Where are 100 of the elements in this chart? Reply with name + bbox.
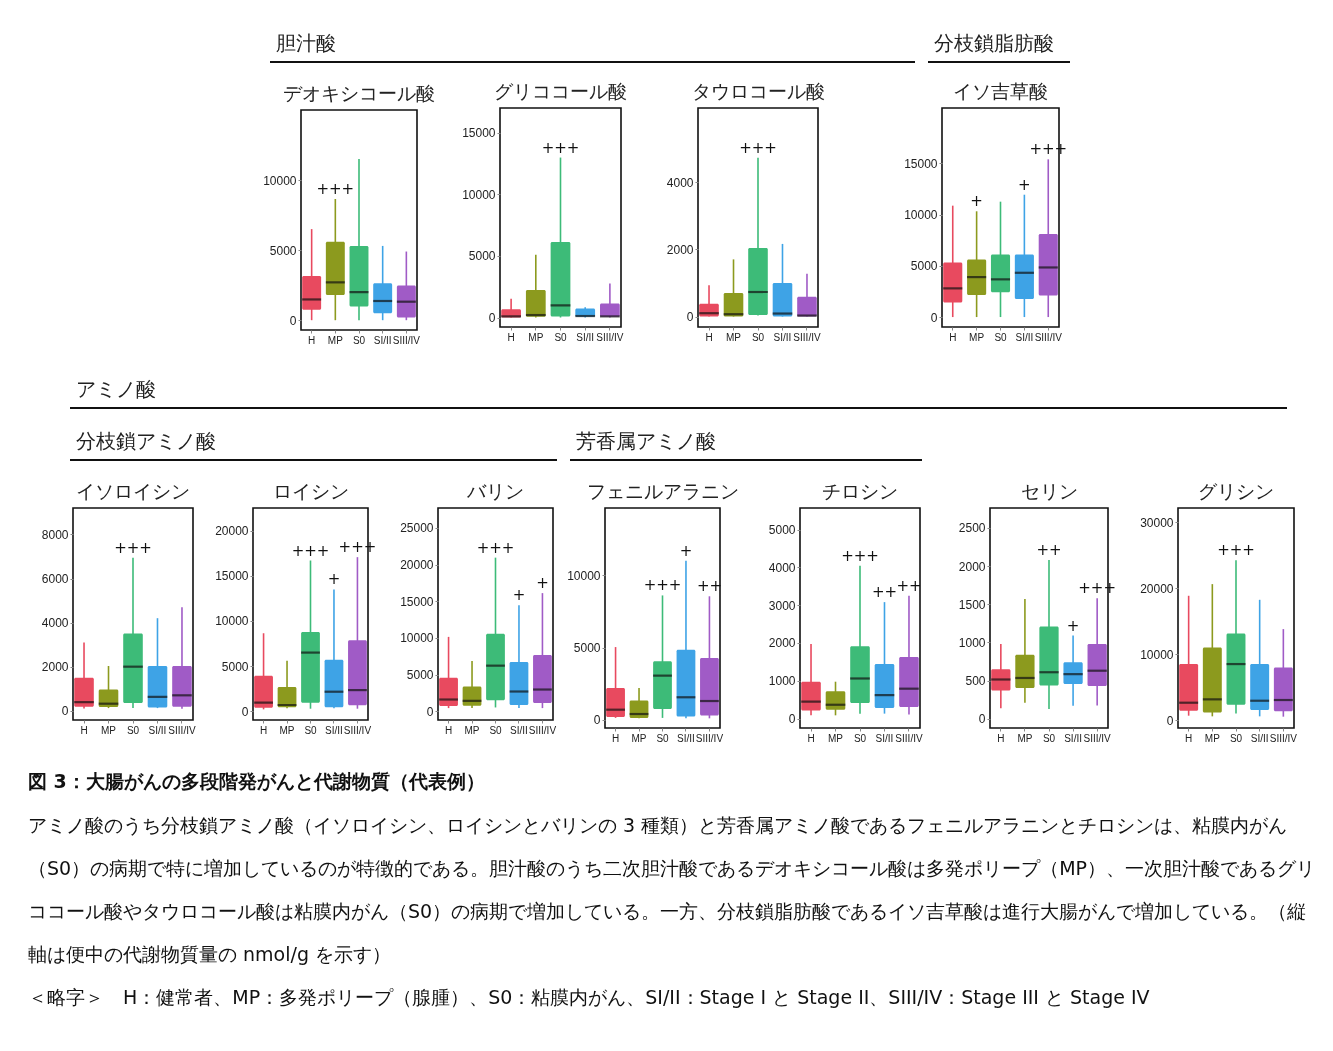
annotation: + <box>679 541 693 560</box>
annotation: +++ <box>114 538 152 557</box>
y-tick-label: 5000 <box>573 641 601 655</box>
y-tick-label: 4000 <box>666 175 694 190</box>
y-tick-label: 10000 <box>215 614 249 629</box>
x-tick-label: SI/II <box>510 724 528 736</box>
y-tick-label: 4000 <box>41 616 69 631</box>
annotation: + <box>1066 616 1080 635</box>
caption: 図 3：大腸がんの多段階発がんと代謝物質（代表例） <box>28 769 486 794</box>
x-tick-label: S0 <box>751 331 765 343</box>
y-tick-label: 1500 <box>958 597 986 612</box>
annotation: +++ <box>291 541 330 560</box>
x-tick-label: H <box>997 732 1005 744</box>
y-tick-label: 15000 <box>904 156 938 171</box>
chart-title: セリン <box>1020 480 1078 502</box>
y-tick-label: 10000 <box>567 568 601 583</box>
y-tick-label: 0 <box>978 712 986 727</box>
x-tick-label: H <box>611 732 620 744</box>
x-tick-label: H <box>1185 732 1193 744</box>
chart-title: グリココール酸 <box>494 80 627 102</box>
annotation: +++ <box>841 546 879 565</box>
x-tick-label: MP <box>1017 732 1033 744</box>
annotation: +++ <box>476 538 515 557</box>
annotation: + <box>512 586 526 605</box>
annotation: + <box>327 570 341 589</box>
y-tick-label: 15000 <box>462 126 496 141</box>
x-tick-label: MP <box>1204 732 1221 744</box>
y-tick-label: 2000 <box>41 660 69 675</box>
x-tick-label: SI/II <box>773 331 792 343</box>
y-tick-label: 2000 <box>666 242 694 257</box>
y-tick-label: 10000 <box>1140 647 1174 662</box>
y-tick-label: 20000 <box>1140 581 1174 596</box>
annotation: +++ <box>643 576 682 595</box>
y-tick-label: 0 <box>241 704 249 719</box>
x-tick-label: SI/II <box>1250 732 1269 744</box>
chart-title: チロシン <box>822 480 898 502</box>
chart-title: フェニルアラニン <box>586 480 739 502</box>
x-tick-label: MP <box>327 334 344 346</box>
chart-title: タウロコール酸 <box>691 80 825 102</box>
y-tick-label: 10000 <box>263 173 297 188</box>
x-tick-label: SIII/IV <box>1083 732 1112 744</box>
x-tick-label: MP <box>828 732 844 744</box>
y-tick-label: 10000 <box>904 208 938 223</box>
x-tick-label: SI/II <box>1015 331 1034 343</box>
x-tick-label: S0 <box>1229 732 1243 744</box>
y-tick-label: 2500 <box>958 521 986 536</box>
y-tick-label: 0 <box>930 310 938 325</box>
y-tick-label: 0 <box>488 311 496 326</box>
annotation: + <box>536 574 549 593</box>
x-tick-label: SIII/IV <box>528 724 557 736</box>
y-tick-label: 5000 <box>910 259 938 274</box>
y-tick-label: 20000 <box>215 524 249 539</box>
x-tick-label: H <box>705 331 713 343</box>
annotation: +++ <box>316 179 355 198</box>
x-tick-label: SI/II <box>373 334 392 346</box>
text: 胆汁酸 <box>270 30 915 63</box>
chart-title: グリシン <box>1198 480 1274 502</box>
x-tick-label: SI/II <box>875 732 894 744</box>
text: アミノ酸のうち分枝鎖アミノ酸（イソロイシン、ロイシンとバリンの 3 種類）と芳香属アミノ酸であるフェニルアラニンとチロシンは、粘膜内がん（S0）の病期で特に増加しているのが特徴的である。胆汁酸のうち二次胆汁酸であるデオキシコール酸は多発ポリープ（MP）、一次胆汁酸であるグリココール酸やタウロコール酸は粘膜内がん（S0）の病期で増加している。一方、分枝鎖脂肪酸であるイソ吉草酸は進行大腸がんで増加している。（縦軸は便中の代謝物質量の nmol/g を示す） <box>28 813 1316 967</box>
annotation: +++ <box>541 138 580 157</box>
text: ＜略字＞ H：健常者、MP：多発ポリープ（腺腫）、S0：粘膜内がん、SI/II：Stage I と Stage II、SIII/IV：Stage III と Stage IV <box>28 985 1151 1010</box>
x-tick-label: MP <box>631 732 647 744</box>
y-tick-label: 2000 <box>958 559 986 574</box>
text: 分枝鎖脂肪酸 <box>928 30 1070 63</box>
y-tick-label: 0 <box>1166 713 1174 728</box>
x-tick-label: SIII/IV <box>895 732 923 744</box>
x-tick-label: MP <box>101 724 117 736</box>
y-tick-label: 15000 <box>400 594 434 609</box>
x-tick-label: MP <box>528 331 544 343</box>
x-tick-label: S0 <box>126 724 140 736</box>
y-tick-label: 3000 <box>768 598 796 613</box>
y-tick-label: 20000 <box>400 558 434 573</box>
chart-title: ロイシン <box>272 480 349 502</box>
chart-title: デオキシコール酸 <box>283 82 435 104</box>
annotation: +++ <box>739 138 777 157</box>
y-tick-label: 5000 <box>269 243 297 258</box>
text: アミノ酸 <box>70 376 1287 409</box>
x-tick-label: MP <box>279 724 295 736</box>
annotation: +++ <box>1217 541 1255 560</box>
x-tick-label: SIII/IV <box>596 331 624 343</box>
x-tick-label: SI/II <box>325 724 343 736</box>
x-tick-label: SI/II <box>1064 732 1082 744</box>
y-tick-label: 5000 <box>221 659 249 674</box>
x-tick-label: H <box>308 334 316 346</box>
x-tick-label: SIII/IV <box>1269 732 1298 744</box>
y-tick-label: 25000 <box>400 521 434 536</box>
y-tick-label: 8000 <box>41 527 69 542</box>
chart-title: イソロイシン <box>76 480 190 502</box>
x-tick-label: H <box>444 724 453 736</box>
text: 分枝鎖アミノ酸 <box>70 428 557 461</box>
x-tick-label: SI/II <box>148 724 167 736</box>
x-tick-label: SIII/IV <box>392 334 421 346</box>
x-tick-label: S0 <box>994 331 1008 343</box>
y-tick-label: 2000 <box>768 636 796 651</box>
x-tick-label: S0 <box>304 724 318 736</box>
x-tick-label: MP <box>464 724 480 736</box>
y-tick-label: 500 <box>965 674 986 689</box>
chart-title: イソ吉草酸 <box>953 80 1048 102</box>
text: 芳香属アミノ酸 <box>570 428 922 461</box>
x-tick-label: H <box>507 331 515 343</box>
